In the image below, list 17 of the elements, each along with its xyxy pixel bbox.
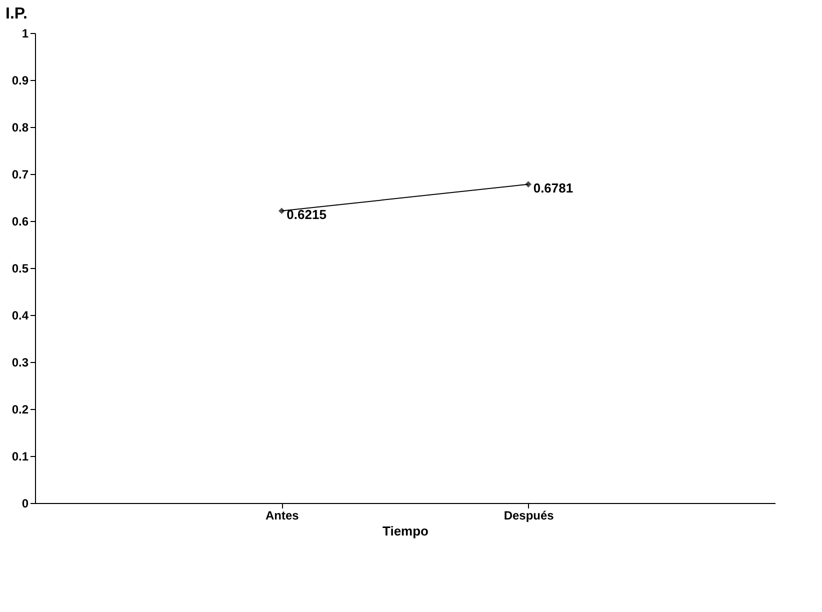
y-tick-label: 0.3 xyxy=(12,356,29,370)
y-axis-title: I.P. xyxy=(6,6,28,22)
data-label: 0.6781 xyxy=(533,180,574,196)
y-tick-label: 0.9 xyxy=(12,74,29,88)
x-tick-label: Antes xyxy=(265,508,300,522)
y-tick-label: 0.7 xyxy=(12,168,29,182)
y-tick-label: 0.1 xyxy=(12,450,29,464)
x-axis-title: Tiempo xyxy=(382,524,429,538)
y-tick-label: 0.4 xyxy=(12,308,29,322)
y-tick-label: 0 xyxy=(22,496,29,510)
y-tick-label: 0.2 xyxy=(12,402,29,416)
y-tick-label: 0.5 xyxy=(12,262,29,276)
y-tick-label: 0.6 xyxy=(12,214,29,228)
x-tick-label: Después xyxy=(504,508,554,522)
y-tick-label: 1 xyxy=(22,26,29,40)
data-label: 0.6215 xyxy=(286,206,326,222)
y-tick-label: 0.8 xyxy=(12,120,29,134)
